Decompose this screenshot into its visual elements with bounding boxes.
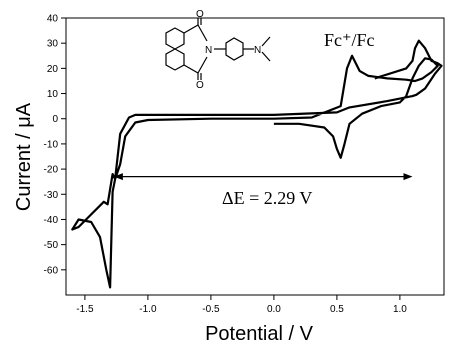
y-tick-label: -60 (44, 265, 59, 276)
x-tick-label: -1.5 (76, 304, 94, 315)
y-tick-label: 40 (47, 14, 59, 25)
y-tick-label: 0 (52, 114, 58, 125)
atom-o-top: O (196, 9, 204, 20)
atom-o-bottom: O (196, 80, 204, 91)
y-tick-label: -10 (44, 139, 59, 150)
x-tick-label: 1.0 (393, 304, 407, 315)
y-tick-label: -40 (44, 215, 59, 226)
chemical-structure-inset (165, 18, 271, 80)
y-axis: -60 -50 -40 -30 -20 -10 0 10 20 30 40 (44, 14, 66, 276)
x-tick-label: -0.5 (202, 304, 220, 315)
atom-n-amine: N (254, 45, 261, 56)
delta-e-arrow (113, 173, 413, 181)
y-tick-label: -30 (44, 190, 59, 201)
structure-atom-labels: O O N N (196, 9, 261, 91)
delta-e-label: ΔE = 2.29 V (222, 188, 312, 208)
fc-label: Fc⁺/Fc (324, 30, 375, 50)
x-tick-label: 0.0 (267, 304, 281, 315)
atom-n-imide: N (205, 45, 212, 56)
y-tick-label: 10 (47, 89, 59, 100)
x-axis: -1.5 -1.0 -0.5 0.0 0.5 1.0 (76, 295, 407, 315)
y-tick-label: 30 (47, 39, 59, 50)
cv-curve-line (71, 39, 443, 289)
x-axis-title: Potential / V (205, 323, 314, 345)
y-tick-label: -50 (44, 240, 59, 251)
y-axis-title: Current / μA (13, 102, 35, 211)
x-tick-label: 0.5 (330, 304, 344, 315)
x-tick-label: -1.0 (139, 304, 157, 315)
y-tick-label: -20 (44, 165, 59, 176)
plot-frame (65, 17, 445, 296)
y-tick-label: 20 (47, 64, 59, 75)
